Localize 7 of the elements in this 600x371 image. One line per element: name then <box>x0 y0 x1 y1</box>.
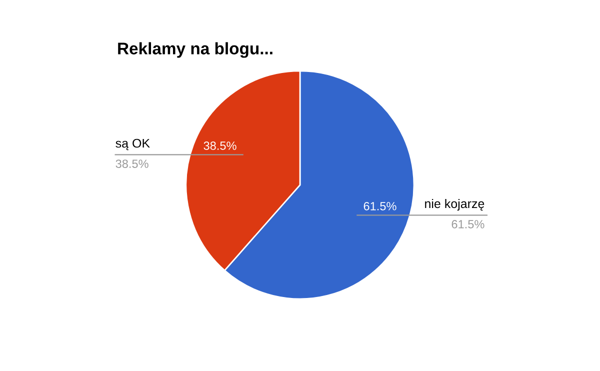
chart-title: Reklamy na blogu... <box>118 42 272 58</box>
text: 61.5% <box>452 220 484 228</box>
text: 38.5% <box>116 160 148 168</box>
data-label: 38.5% <box>204 142 236 150</box>
slice-label: są OK <box>116 138 150 150</box>
slice-label: nie kojarzę <box>425 198 484 211</box>
data-label: 61.5% <box>364 202 396 210</box>
